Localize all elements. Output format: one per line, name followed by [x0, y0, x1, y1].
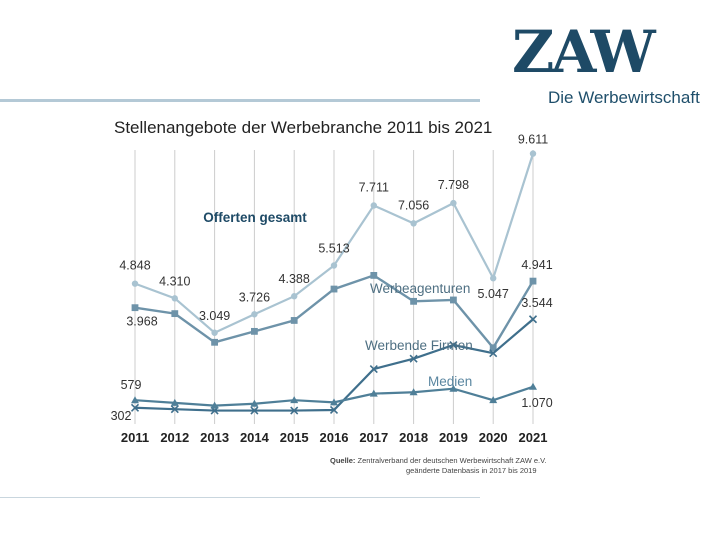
source-data-note: geänderte Datenbasis in 2017 bis 2019	[406, 466, 537, 475]
data-point	[489, 344, 497, 352]
series-name-label: Medien	[428, 374, 472, 389]
data-point	[131, 396, 139, 404]
data-point	[529, 150, 537, 157]
source-label: Quelle:	[330, 456, 356, 465]
data-point	[529, 382, 537, 390]
data-label: 4.388	[279, 272, 310, 286]
top-divider	[0, 99, 480, 102]
data-point	[171, 310, 179, 318]
data-point	[449, 340, 458, 350]
data-point	[290, 406, 299, 415]
data-label: 302	[111, 409, 132, 423]
x-tick-label: 2016	[320, 430, 349, 445]
data-point	[329, 405, 339, 415]
logo-subtitle: Die Werbewirtschaft	[548, 88, 700, 107]
data-label: 5.047	[478, 287, 509, 301]
x-tick-label: 2019	[439, 430, 468, 445]
data-label: 5.513	[318, 241, 349, 255]
data-point	[170, 398, 179, 406]
data-point	[211, 338, 218, 346]
chart-title: Stellenangebote der Werbebranche 2011 bi…	[114, 118, 493, 137]
x-tick-label: 2021	[519, 430, 548, 445]
x-tick-label: 2013	[200, 430, 229, 445]
x-tick-label: 2014	[240, 430, 270, 445]
data-point	[370, 272, 378, 279]
data-point	[171, 295, 178, 302]
data-label: 7.056	[398, 198, 429, 212]
data-point	[251, 327, 258, 335]
data-point	[449, 384, 458, 392]
bottom-divider	[0, 497, 480, 498]
data-label: 4.848	[119, 259, 150, 273]
data-point	[369, 389, 378, 397]
data-point	[410, 220, 417, 227]
data-point	[330, 398, 338, 406]
data-label: 7.711	[359, 180, 389, 194]
data-label: 3.049	[199, 309, 230, 323]
data-point	[131, 280, 139, 287]
series-name-label: Offerten gesamt	[203, 210, 307, 225]
data-point	[330, 285, 338, 293]
data-point	[251, 311, 258, 318]
logo-mark: ZAW	[512, 18, 656, 86]
data-point	[528, 315, 538, 324]
series-name-label: Werbeagenturen	[370, 281, 470, 296]
data-label: 9.611	[518, 133, 548, 147]
data-label: 4.310	[159, 274, 190, 288]
data-point	[291, 293, 298, 300]
source-text: Zentralverband der deutschen Werbewirtsc…	[357, 456, 547, 465]
data-point	[250, 399, 259, 407]
data-label: 1.070	[521, 396, 552, 410]
data-point	[369, 364, 378, 374]
series-name-label: Werbende Firmen	[365, 338, 473, 353]
data-point	[250, 406, 259, 415]
data-label: 7.798	[438, 178, 469, 192]
data-point	[370, 202, 377, 209]
data-point	[130, 403, 140, 412]
data-point	[170, 405, 179, 414]
data-label: 3.544	[521, 296, 552, 310]
data-point	[529, 277, 537, 285]
data-label: 4.941	[521, 258, 552, 272]
x-tick-label: 2020	[479, 430, 508, 445]
data-point	[450, 296, 457, 304]
data-point	[210, 401, 219, 409]
data-label: 3.726	[239, 290, 270, 304]
data-point	[211, 329, 218, 336]
source-note: Quelle: Zentralverband der deutschen Wer…	[330, 456, 560, 476]
data-point	[490, 275, 497, 282]
x-tick-label: 2012	[160, 430, 189, 445]
data-point	[290, 317, 298, 324]
data-label: 3.968	[126, 315, 157, 329]
data-point	[290, 396, 299, 404]
zaw-logo: ZAW Die Werbewirtschaft	[512, 22, 722, 112]
data-point	[450, 199, 457, 207]
data-point	[131, 304, 139, 312]
data-point	[409, 354, 418, 363]
data-point	[330, 262, 338, 269]
data-point	[489, 349, 498, 358]
x-tick-label: 2015	[280, 430, 309, 445]
x-tick-label: 2018	[399, 430, 428, 445]
data-point	[489, 396, 498, 404]
x-tick-label: 2011	[121, 430, 149, 445]
data-point	[410, 297, 417, 305]
data-point	[409, 388, 418, 396]
data-label: 579	[121, 378, 142, 392]
x-tick-label: 2017	[359, 430, 388, 445]
